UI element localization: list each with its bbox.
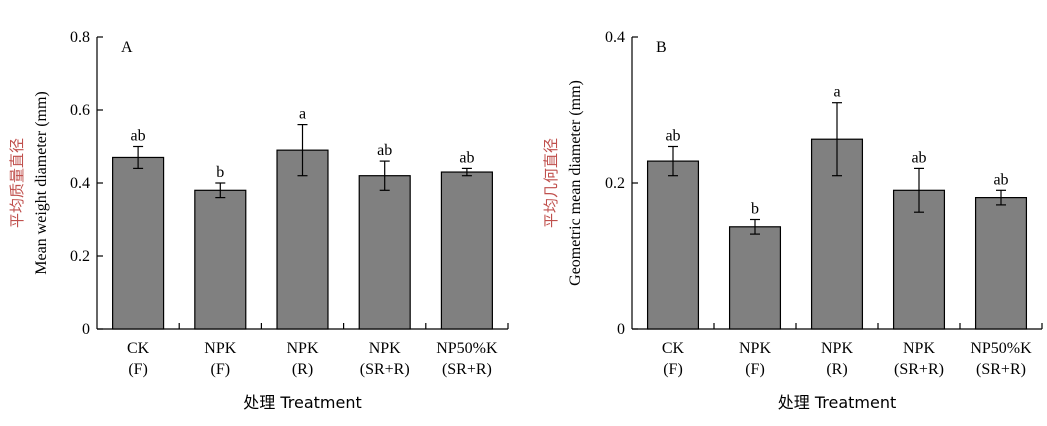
category-label-line2: (SR+R) [442, 361, 492, 378]
category-label-line1: NPK [903, 340, 935, 357]
significance-label: ab [993, 171, 1008, 188]
y-tick-label: 0.8 [70, 29, 90, 46]
bar [194, 189, 247, 330]
category-label-line2: (F) [211, 361, 231, 378]
category-label-line2: (SR+R) [894, 361, 944, 378]
y-axis-title-cn: 平均质量直径 [8, 138, 26, 228]
y-tick-label: 0.2 [605, 175, 625, 192]
chart-panel-a: 0 0.2 0.4 0.6 0.8 ab CK (F) b NPK (F) a NPK (R) ab NPK (… [8, 29, 509, 412]
y-tick-label: 0.4 [70, 175, 90, 192]
category-label-line1: CK [662, 340, 685, 357]
x-axis-title: 处理 Treatment [778, 393, 897, 412]
y-axis-title-en: Mean weight diameter (mm) [33, 91, 50, 275]
significance-label: ab [665, 128, 680, 145]
bar [112, 156, 165, 330]
y-tick-label: 0.6 [70, 102, 90, 119]
category-label-line2: (R) [292, 361, 313, 378]
y-tick-label: 0 [617, 321, 625, 338]
category-label-line2: (SR+R) [976, 361, 1026, 378]
significance-label: ab [459, 149, 474, 166]
category-label-line1: NP50%K [436, 340, 498, 357]
bar [358, 175, 411, 330]
y-axis-title-cn: 平均几何直径 [542, 138, 560, 228]
bar [892, 189, 946, 330]
bar [276, 149, 329, 330]
y-tick-label: 0 [82, 321, 90, 338]
category-label-line2: (R) [826, 361, 847, 378]
significance-label: ab [131, 128, 146, 145]
significance-label: a [833, 84, 840, 101]
category-label-line1: NP50%K [970, 340, 1032, 357]
category-label-line2: (F) [128, 361, 148, 378]
panel-label: B [656, 39, 667, 56]
significance-label: a [299, 106, 306, 123]
panel-label: A [121, 39, 133, 56]
y-tick-label: 0.4 [605, 29, 625, 46]
bar [440, 171, 493, 330]
bar [728, 226, 782, 330]
chart-panel-b: 0 0.2 0.4 ab CK (F) b NPK (F) a NPK (R) ab NPK (SR+R) a… [542, 29, 1043, 412]
category-label-line1: NPK [286, 340, 318, 357]
significance-label: ab [911, 149, 926, 166]
category-label-line2: (F) [745, 361, 765, 378]
category-label-line1: NPK [739, 340, 771, 357]
y-axis-title-en: Geometric mean diameter (mm) [567, 80, 584, 286]
y-tick-label: 0.2 [70, 248, 90, 265]
bar [974, 197, 1028, 330]
category-label-line1: NPK [204, 340, 236, 357]
category-label-line2: (F) [663, 361, 683, 378]
significance-label: b [751, 201, 759, 218]
category-label-line1: NPK [369, 340, 401, 357]
significance-label: b [216, 164, 224, 181]
bar [646, 160, 700, 330]
x-axis-title: 处理 Treatment [243, 393, 362, 412]
significance-label: ab [377, 142, 392, 159]
category-label-line1: NPK [821, 340, 853, 357]
category-label-line2: (SR+R) [360, 361, 410, 378]
category-label-line1: CK [127, 340, 150, 357]
